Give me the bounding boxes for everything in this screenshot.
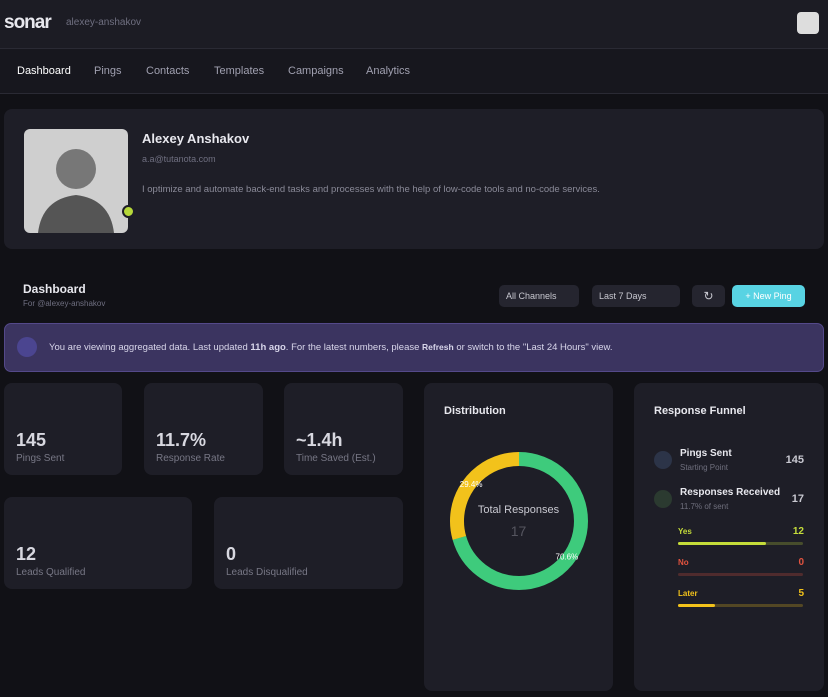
funnel-card: Response Funnel Pings Sent Starting Poin… [634,383,824,691]
profile-name: Alexey Anshakov [142,131,250,146]
segment-label: 70.6% [556,552,579,561]
clock-icon [17,337,37,357]
bar-track [678,573,803,576]
step-name: Pings Sent [680,448,732,459]
donut-total: 17 [510,523,527,539]
dashboard-title: Dashboard [23,282,86,296]
nav-item[interactable]: Pings [94,65,122,77]
notice-part: You are viewing aggregated data. Last up… [49,342,251,353]
bar [678,604,715,607]
stat-value: 0 [226,544,237,564]
notice-part: . For the latest numbers, please [285,342,423,353]
profile-card: Alexey Anshakov a.a@tutanota.com I optim… [4,109,824,249]
status-dot [122,205,135,218]
stat-value: 12 [16,544,37,564]
range-filter[interactable]: Last 7 Days [592,285,680,307]
nav-bar: Dashboard Pings Contacts Templates Campa… [0,49,828,94]
stat-label: Time Saved (Est.) [296,453,376,464]
new-ping-button[interactable]: + New Ping [732,285,805,307]
logo[interactable]: sonar [4,12,52,33]
breakdown-value: 5 [798,588,804,599]
stat-value: 11.7% [156,430,207,450]
stat-label: Leads Qualified [16,567,86,578]
notice-part: or switch to the "Last 24 Hours" view. [453,342,613,353]
stat-card: 0 Leads Disqualified [214,497,403,589]
step-icon [654,451,672,469]
donut-center-label: Total Responses [477,504,560,516]
stat-value: ~1.4h [296,430,343,450]
stat-label: Response Rate [156,453,225,464]
step-value: 145 [785,454,804,466]
stat-value: 145 [16,430,47,450]
stat-card: 145 Pings Sent [4,383,122,475]
breakdown-name: No [678,558,689,567]
refresh-button[interactable]: ↻ [692,285,725,307]
dashboard-subtitle: For @alexey-anshakov [23,299,106,308]
donut-chart: 70.6% 29.4% [450,452,588,590]
card-title: Response Funnel [654,405,746,417]
breakdown-value: 0 [798,557,804,568]
step-name: Responses Received [680,487,781,498]
step-note: 11.7% of sent [680,502,729,511]
stat-card: 11.7% Response Rate [144,383,263,475]
donut-segment [450,452,588,590]
photo-illustration [38,149,114,233]
breakdown-name: Yes [678,527,692,536]
stat-card: 12 Leads Qualified [4,497,192,589]
notice: You are viewing aggregated data. Last up… [4,323,824,372]
nav-item[interactable]: Templates [214,65,265,77]
profile-photo [24,129,128,233]
user-avatar[interactable] [797,12,819,34]
stat-label: Pings Sent [16,453,65,464]
nav-item[interactable]: Contacts [146,65,190,77]
stat-label: Leads Disqualified [226,567,308,578]
header: sonar alexey-anshakov [0,0,828,49]
username: alexey-anshakov [66,17,142,28]
notice-link[interactable]: Refresh [422,342,454,352]
bar [678,542,767,545]
nav-item[interactable]: Analytics [366,65,411,77]
breakdown-name: Later [678,589,698,598]
bar-track [678,604,803,607]
button-label: New Ping [753,291,792,301]
distribution-card: Distribution 70.6% 29.4% Total Responses … [424,383,613,691]
nav-item[interactable]: Dashboard [17,65,71,77]
profile-email: a.a@tutanota.com [142,154,216,164]
profile-bio: I optimize and automate back-end tasks a… [142,184,600,195]
step-value: 17 [791,493,804,505]
segment-label: 29.4% [460,480,483,489]
channel-filter[interactable]: All Channels [499,285,579,307]
breakdown-value: 12 [792,526,804,537]
stat-card: ~1.4h Time Saved (Est.) [284,383,403,475]
step-icon [654,490,672,508]
nav-item[interactable]: Campaigns [288,65,344,77]
notice-part: 11h ago [250,342,286,353]
step-note: Starting Point [680,463,729,472]
card-title: Distribution [444,405,506,417]
notice-text: You are viewing aggregated data. Last up… [49,342,613,353]
